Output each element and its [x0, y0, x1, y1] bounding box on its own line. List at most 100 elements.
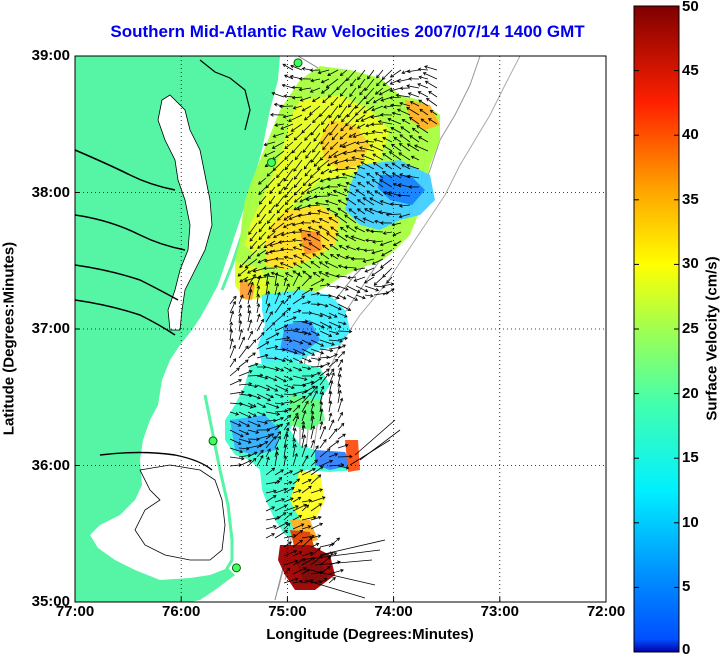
velocity-arrowhead: [309, 68, 314, 73]
velocity-arrowhead: [240, 456, 245, 461]
velocity-arrowhead: [292, 262, 297, 266]
velocity-arrow: [310, 503, 322, 512]
velocity-arrowhead: [397, 193, 401, 198]
velocity-arrowhead: [417, 67, 422, 72]
velocity-arrowhead: [273, 234, 277, 239]
velocity-arrowhead: [336, 295, 340, 300]
velocity-arrow: [328, 380, 333, 395]
velocity-arrow: [283, 329, 299, 332]
velocity-arrow: [315, 202, 330, 206]
velocity-arrow: [387, 118, 402, 125]
velocity-arrow: [340, 123, 348, 132]
velocity-arrowhead: [280, 368, 285, 372]
velocity-arrow: [304, 168, 312, 177]
velocity-arrowhead: [407, 92, 412, 96]
velocity-arrow: [293, 132, 303, 141]
velocity-arrowhead: [291, 95, 296, 100]
velocity-arrowhead: [294, 176, 298, 180]
velocity-arrow: [265, 322, 275, 332]
velocity-arrowhead: [308, 358, 312, 363]
velocity-arrow: [256, 434, 272, 440]
velocity-arrowhead: [270, 112, 274, 117]
velocity-arrowhead: [360, 154, 365, 158]
velocity-arrow: [372, 131, 384, 134]
velocity-arrowhead: [382, 82, 387, 87]
velocity-arrow: [248, 222, 258, 235]
velocity-arrow: [380, 240, 393, 246]
velocity-arrow: [310, 411, 314, 422]
velocity-arrowhead: [284, 433, 289, 437]
velocity-arrowhead: [321, 496, 326, 500]
velocity-arrow: [328, 372, 335, 386]
velocity-arrowhead: [303, 116, 308, 121]
velocity-arrowhead: [302, 410, 307, 414]
velocity-arrowhead: [265, 280, 270, 285]
velocity-arrow: [256, 402, 266, 408]
velocity-arrowhead: [328, 114, 333, 119]
velocity-arrow: [339, 141, 348, 148]
velocity-arrowhead: [293, 192, 298, 196]
velocity-arrowhead: [239, 264, 243, 268]
velocity-arrow: [247, 458, 257, 467]
velocity-arrow: [302, 253, 312, 260]
velocity-arrow: [328, 359, 339, 368]
velocity-arrow: [325, 261, 339, 269]
velocity-arrow: [239, 276, 249, 283]
velocity-arrowhead: [319, 522, 323, 527]
velocity-arrowhead: [301, 129, 305, 134]
velocity-arrowhead: [307, 226, 312, 230]
velocity-arrow: [293, 159, 303, 172]
velocity-arrowhead: [345, 465, 350, 470]
velocity-arrow: [356, 141, 366, 144]
velocity-arrowhead: [308, 321, 313, 326]
velocity-arrow: [337, 359, 343, 368]
velocity-arrowhead: [325, 199, 329, 204]
velocity-arrowhead: [268, 226, 273, 230]
velocity-arrowhead: [257, 423, 262, 428]
velocity-arrow: [274, 477, 282, 485]
velocity-arrowhead: [291, 230, 296, 235]
velocity-arrow: [333, 190, 348, 197]
colorbar-tick-label: 40: [682, 126, 699, 144]
velocity-arrow: [273, 231, 285, 238]
velocity-arrowhead: [339, 226, 344, 231]
velocity-arrow: [319, 330, 332, 337]
velocity-arrowhead: [286, 522, 291, 527]
velocity-arrowhead: [283, 94, 288, 99]
velocity-arrow: [354, 172, 366, 179]
velocity-arrowhead: [345, 287, 349, 291]
velocity-arrowhead: [336, 537, 341, 542]
velocity-arrowhead: [289, 470, 294, 474]
velocity-arrowhead: [295, 412, 299, 417]
velocity-arrowhead: [296, 404, 301, 409]
velocity-arrowhead: [328, 412, 333, 417]
velocity-arrow: [292, 438, 295, 449]
velocity-arrow: [369, 197, 384, 206]
velocity-arrowhead: [266, 220, 271, 224]
velocity-arrow: [293, 247, 303, 251]
velocity-arrowhead: [340, 422, 345, 427]
velocity-arrow: [385, 163, 393, 170]
velocity-arrow: [336, 275, 348, 278]
velocity-arrow: [283, 393, 297, 396]
velocity-arrow: [342, 173, 357, 179]
velocity-arrowhead: [340, 127, 344, 132]
velocity-arrow: [299, 243, 312, 251]
velocity-arrowhead: [301, 66, 306, 71]
velocity-arrow: [354, 276, 366, 282]
velocity-arrowhead: [288, 512, 293, 516]
velocity-arrowhead: [264, 441, 269, 445]
velocity-arrow: [328, 312, 338, 318]
velocity-arrowhead: [271, 533, 275, 537]
velocity-arrowhead: [266, 272, 270, 277]
velocity-arrowhead: [377, 119, 382, 124]
velocity-arrow: [365, 140, 375, 143]
velocity-arrow: [397, 109, 411, 116]
velocity-arrow: [284, 150, 294, 160]
velocity-arrowhead: [241, 390, 245, 395]
velocity-arrowhead: [343, 265, 348, 270]
velocity-arrowhead: [290, 64, 294, 69]
velocity-arrowhead: [332, 189, 337, 194]
velocity-arrowhead: [329, 146, 334, 150]
velocity-arrow: [274, 283, 279, 296]
